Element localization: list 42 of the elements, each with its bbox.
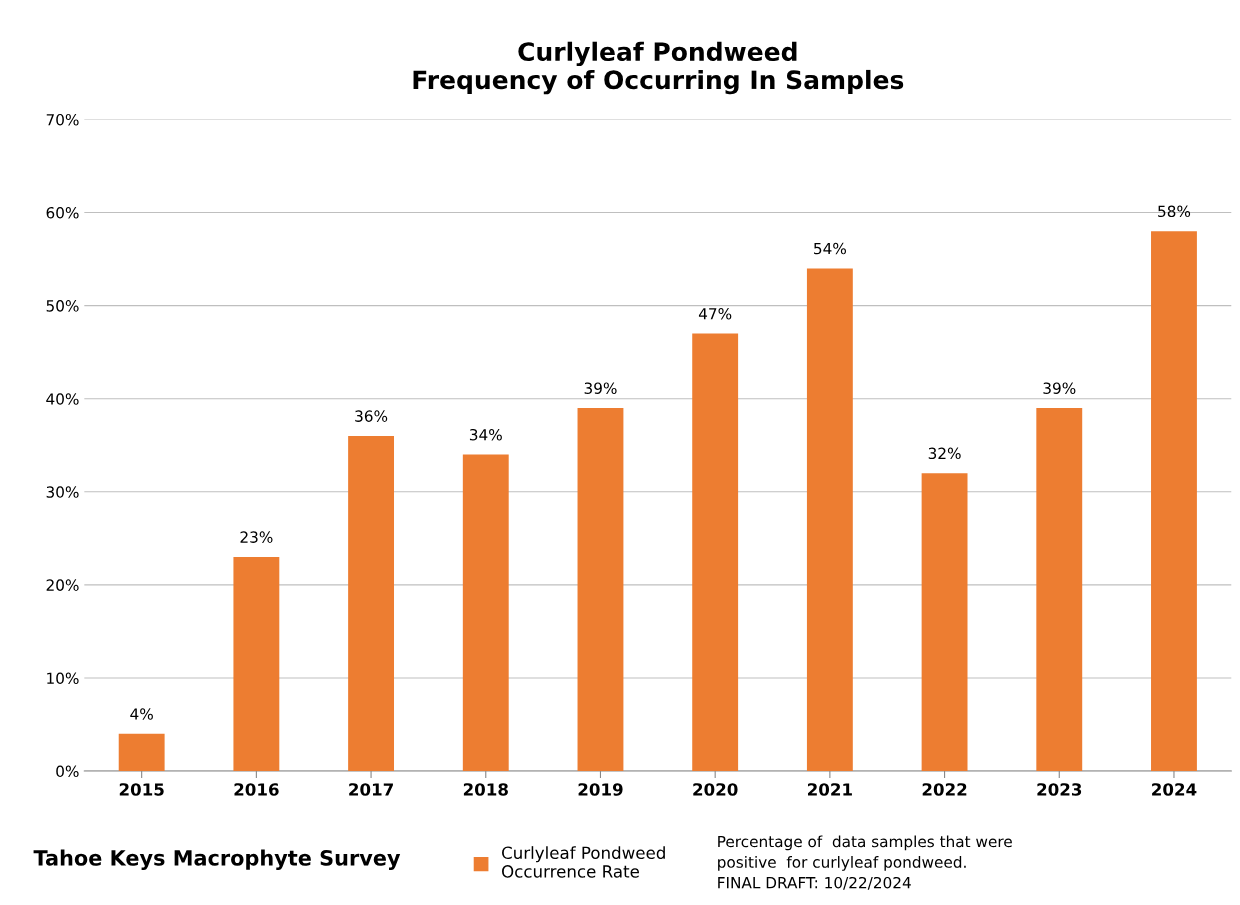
y-tick-label: 30% [46,486,79,498]
x-tick-label: 2019 [578,783,623,796]
bar [921,473,968,772]
y-tick-label: 60% [46,207,79,219]
x-tick-label: 2024 [1152,783,1197,796]
text: Percentage of data samples that were positive for curlyleaf pondweed. FINAL DRAFT: 10/22/2024 [718,835,1012,890]
bar [692,333,739,772]
y-tick-label: 70% [46,113,79,126]
data-label: 23% [240,531,273,543]
x-tick-label: 2022 [922,783,967,796]
x-tick-label: 2023 [1037,783,1082,796]
data-label: 58% [1158,205,1191,218]
bar [233,556,280,772]
bar [118,733,165,772]
x-tick-label: 2021 [807,783,852,796]
y-tick-label: 20% [46,579,79,591]
data-label: 32% [928,447,961,460]
bar [1151,231,1197,772]
data-label: 39% [584,382,617,394]
chart-title: Curlyleaf Pondweed Frequency of Occurring In Samples [413,41,904,95]
x-tick-label: 2015 [119,783,164,796]
x-tick-label: 2018 [463,783,508,796]
legend-label: Curlyleaf Pondweed Occurrence Rate [502,846,665,878]
data-label: 4% [130,708,153,720]
data-label: 39% [1043,382,1076,394]
y-tick-label: 50% [46,300,79,312]
data-label: 47% [698,307,732,320]
x-tick-label: 2017 [349,783,393,796]
y-tick-label: 40% [46,393,79,405]
bar [348,435,395,772]
bar [462,454,509,772]
y-tick-label: 0% [56,765,79,778]
data-label: 36% [355,410,388,422]
data-label: 54% [814,242,847,255]
bar [1036,408,1083,772]
text: Tahoe Keys Macrophyte Survey [33,849,401,870]
bar [806,268,853,772]
x-tick-label: 2016 [234,783,279,796]
bar [577,408,624,772]
data-label: 34% [469,428,502,441]
y-tick-label: 10% [47,672,79,684]
x-tick-label: 2020 [693,783,738,796]
